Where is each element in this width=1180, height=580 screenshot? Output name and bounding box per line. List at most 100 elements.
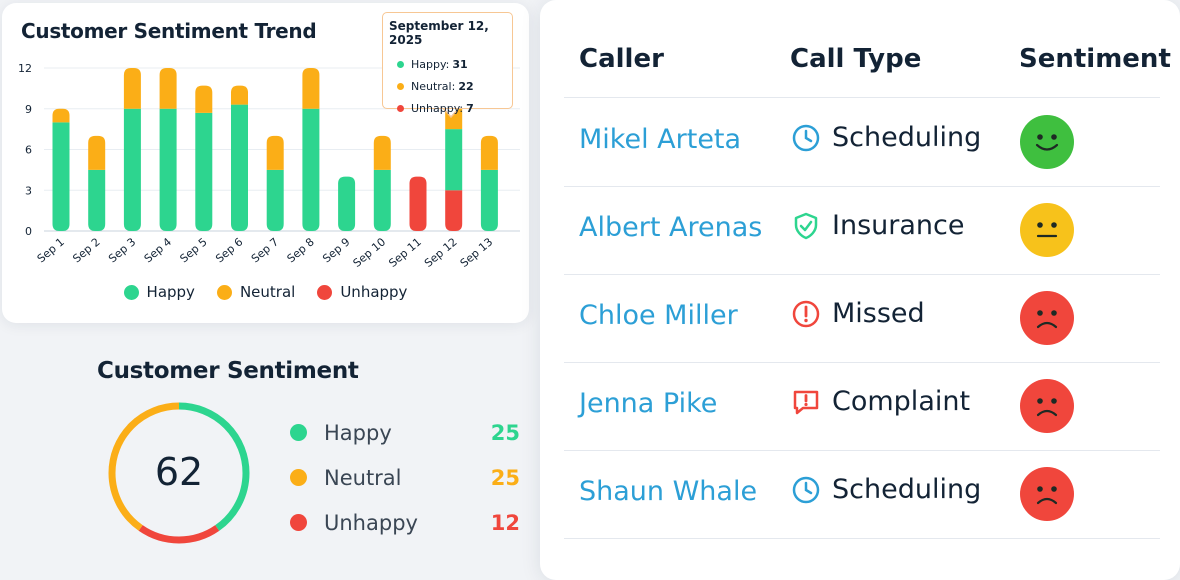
call-type: Complaint — [791, 386, 970, 417]
x-tick-label: Sep 13 — [458, 235, 496, 270]
header-sentiment: Sentiment — [1019, 44, 1171, 74]
y-tick-label: 9 — [25, 103, 32, 116]
table-row[interactable]: Shaun Whale Scheduling — [540, 450, 1180, 538]
call-type-label: Complaint — [832, 386, 971, 417]
tooltip-row-neutral: Neutral: 22 — [389, 75, 512, 97]
trend-legend: Happy Neutral Unhappy — [2, 283, 529, 301]
legend-item-unhappy[interactable]: Unhappy — [317, 283, 407, 301]
bar-segment-happy — [52, 122, 70, 231]
x-tick-label: Sep 11 — [386, 235, 424, 270]
caller-name-link[interactable]: Chloe Miller — [579, 300, 738, 331]
call-type: Insurance — [791, 210, 964, 241]
neutral-swatch-icon — [216, 284, 232, 300]
table-row[interactable]: Chloe Miller Missed — [540, 274, 1180, 362]
table-divider — [564, 538, 1160, 539]
donut-slice-unhappy — [108, 402, 250, 544]
legend-item-neutral[interactable]: Neutral — [216, 283, 295, 301]
bar-segment-happy — [159, 108, 177, 231]
tooltip-pointer — [442, 107, 460, 119]
header-call-type: Call Type — [790, 44, 922, 74]
unhappy-count: 12 — [490, 510, 520, 535]
donut-slice-neutral — [108, 402, 250, 544]
bar-segment-neutral — [52, 108, 70, 123]
caller-name-link[interactable]: Jenna Pike — [579, 388, 718, 419]
x-tick-label: Sep 4 — [142, 235, 174, 265]
x-tick-label: Sep 7 — [249, 235, 281, 265]
chart-tooltip: September 12, 2025 Happy: 31 Neutral: 22 U… — [382, 12, 513, 115]
caller-name-link[interactable]: Mikel Arteta — [579, 124, 742, 155]
donut-legend: Happy 25 Neutral 25 Unhappy 12 — [290, 410, 520, 545]
call-type-label: Scheduling — [832, 122, 982, 153]
happy-dot-icon — [397, 60, 404, 68]
call-type: Missed — [791, 298, 925, 329]
bar-segment-neutral — [302, 68, 320, 109]
bar-segment-happy — [302, 108, 320, 231]
call-type: Scheduling — [791, 474, 981, 505]
caller-name-link[interactable]: Shaun Whale — [579, 476, 758, 507]
y-tick-label: 12 — [18, 62, 32, 75]
bar-segment-happy — [123, 108, 141, 231]
caller-name-link[interactable]: Albert Arenas — [579, 212, 763, 243]
call-type: Scheduling — [791, 122, 981, 153]
donut-legend-neutral: Neutral 25 — [290, 455, 520, 500]
bar-segment-neutral — [266, 135, 284, 170]
clock-icon — [791, 123, 832, 153]
unhappy-face-icon — [1020, 467, 1074, 526]
bar-segment-neutral — [123, 68, 141, 109]
donut-legend-happy: Happy 25 — [290, 410, 520, 455]
call-type-label: Missed — [832, 298, 925, 329]
bar-segment-neutral — [480, 135, 498, 170]
neutral-swatch-icon — [290, 469, 307, 486]
shield-check-icon — [791, 211, 832, 241]
bar-segment-neutral — [88, 135, 106, 170]
x-tick-label: Sep 10 — [351, 235, 389, 270]
sentiment-summary-card: Customer Sentiment 62 Happy 25 Neutral 2… — [0, 340, 537, 580]
tooltip-row-happy: Happy: 31 — [389, 53, 512, 75]
x-tick-label: Sep 6 — [213, 235, 245, 265]
bar-segment-neutral — [373, 135, 391, 170]
legend-item-happy[interactable]: Happy — [123, 283, 195, 301]
bar-segment-neutral — [195, 85, 213, 113]
x-tick-label: Sep 5 — [177, 235, 209, 265]
y-tick-label: 3 — [25, 184, 32, 197]
happy-face-icon — [1020, 115, 1074, 174]
bar-segment-unhappy — [409, 176, 427, 231]
bar-segment-happy — [338, 176, 356, 231]
bar-segment-neutral — [231, 85, 248, 105]
header-caller: Caller — [579, 44, 664, 74]
happy-swatch-icon — [290, 424, 307, 441]
donut-total: 62 — [154, 450, 204, 494]
table-row[interactable]: Mikel Arteta Scheduling — [540, 98, 1180, 186]
bar-segment-happy — [445, 129, 463, 191]
bar-segment-happy — [231, 104, 248, 231]
y-tick-label: 0 — [25, 225, 32, 238]
sentiment-trend-card: Customer Sentiment Trend 0 3 6 9 12 Sep 1 Sep … — [2, 3, 529, 323]
happy-swatch-icon — [123, 284, 139, 300]
unhappy-face-icon — [1020, 291, 1074, 350]
neutral-dot-icon — [397, 82, 404, 90]
trend-chart-title: Customer Sentiment Trend — [21, 19, 317, 43]
bar-segment-unhappy — [445, 190, 463, 231]
table-divider — [564, 450, 1160, 451]
y-tick-label: 6 — [25, 144, 32, 157]
table-divider — [564, 186, 1160, 187]
calls-table-card: Caller Call Type Sentiment Mikel Arteta S… — [540, 0, 1180, 580]
bar-segment-happy — [195, 112, 213, 231]
neutral-count: 25 — [490, 465, 520, 490]
unhappy-dot-icon — [397, 104, 404, 112]
bar-segment-happy — [480, 169, 498, 231]
happy-count: 25 — [490, 420, 520, 445]
donut-chart-title: Customer Sentiment — [97, 358, 359, 384]
donut-chart — [108, 402, 250, 544]
table-row[interactable]: Jenna Pike Complaint — [540, 362, 1180, 450]
tooltip-date: September 12, 2025 — [389, 19, 489, 47]
table-divider — [564, 362, 1160, 363]
alert-circle-icon — [791, 299, 832, 329]
neutral-face-icon — [1020, 203, 1074, 262]
tooltip-row-unhappy: Unhappy: 7 — [389, 97, 512, 119]
bar-segment-happy — [373, 169, 391, 231]
call-type-label: Insurance — [832, 210, 965, 241]
bar-segment-happy — [266, 169, 284, 231]
table-row[interactable]: Albert Arenas Insurance — [540, 186, 1180, 274]
